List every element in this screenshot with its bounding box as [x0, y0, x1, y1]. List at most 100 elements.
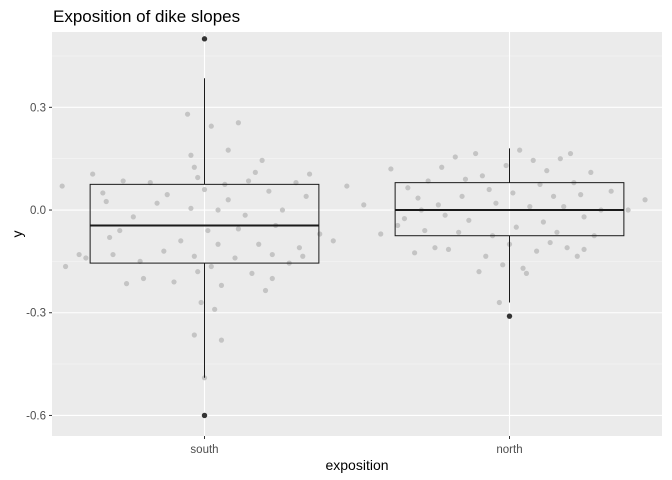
jitter-point	[462, 176, 469, 182]
jitter-point	[62, 263, 69, 270]
jitter-point	[242, 212, 248, 218]
y-axis-title: y	[9, 231, 25, 238]
jitter-point	[405, 185, 411, 191]
jitter-point	[561, 204, 567, 210]
jitter-point	[208, 123, 214, 129]
jitter-point	[103, 198, 109, 205]
jitter-point	[473, 150, 479, 157]
jitter-point	[625, 207, 631, 213]
jitter-point	[442, 212, 448, 218]
jitter-point	[445, 246, 452, 253]
jitter-point	[361, 202, 367, 208]
jitter-points	[59, 111, 648, 381]
jitter-point	[476, 269, 482, 275]
jitter-point	[581, 246, 587, 253]
jitter-point	[401, 215, 408, 222]
jitter-point	[107, 234, 113, 241]
jitter-point	[201, 186, 208, 193]
jitter-point	[608, 188, 614, 194]
y-tick-label: -0.3	[26, 308, 46, 320]
jitter-point	[574, 253, 580, 259]
jitter-point	[195, 174, 201, 181]
jitter-point	[344, 183, 350, 189]
jitter-point	[117, 227, 123, 234]
jitter-point	[225, 197, 231, 203]
jitter-point	[232, 255, 238, 261]
jitter-point	[388, 166, 394, 172]
jitter-point	[218, 282, 225, 288]
jitter-point	[513, 224, 519, 230]
jitter-point	[317, 231, 323, 237]
jitter-point	[235, 120, 241, 126]
jitter-point	[496, 299, 502, 306]
jitter-point	[550, 193, 557, 199]
jitter-point	[300, 253, 306, 259]
jitter-point	[296, 245, 302, 251]
jitter-point	[378, 231, 384, 237]
outlier-point	[506, 313, 513, 319]
jitter-point	[554, 229, 560, 235]
jitter-point	[205, 227, 211, 234]
jitter-point	[303, 193, 309, 199]
jitter-point	[188, 205, 194, 211]
jitter-point	[195, 269, 201, 275]
jitter-point	[191, 332, 197, 338]
jitter-point	[581, 214, 587, 220]
jitter-point	[456, 229, 462, 235]
plot-panel	[52, 32, 662, 436]
jitter-point	[544, 168, 550, 174]
jitter-point	[83, 255, 89, 261]
jitter-point	[225, 147, 231, 153]
jitter-point	[435, 202, 441, 208]
jitter-point	[164, 192, 170, 198]
jitter-point	[100, 190, 106, 196]
jitter-point	[493, 200, 499, 206]
jitter-point	[557, 156, 563, 162]
jitter-point	[412, 250, 418, 256]
jitter-point	[259, 157, 265, 163]
y-tick-label: 0.3	[30, 102, 46, 114]
jitter-point	[500, 262, 506, 268]
jitter-point	[130, 214, 136, 220]
jitter-point	[483, 253, 489, 259]
jitter-point	[479, 173, 485, 179]
y-axis-ticks: -0.6 -0.3 0.0 0.3	[26, 102, 52, 422]
jitter-point	[120, 178, 126, 184]
jitter-point	[191, 253, 197, 259]
outlier-point	[201, 412, 208, 419]
jitter-point	[262, 287, 269, 294]
chart-title: Exposition of dike slopes	[53, 7, 240, 26]
jitter-point	[527, 204, 533, 210]
jitter-point	[534, 248, 540, 254]
jitter-point	[266, 188, 272, 194]
x-axis-title: exposition	[325, 457, 388, 473]
jitter-point	[161, 248, 167, 254]
jitter-point	[235, 226, 241, 232]
jitter-point	[212, 306, 218, 312]
jitter-point	[523, 270, 530, 276]
boxes	[89, 36, 625, 419]
jitter-point	[439, 164, 445, 170]
jitter-point	[249, 270, 255, 276]
jitter-point	[306, 171, 313, 177]
jitter-point	[188, 152, 194, 158]
jitter-point	[642, 197, 648, 203]
jitter-point	[567, 150, 574, 157]
jitter-point	[178, 238, 184, 244]
jitter-point	[154, 200, 160, 206]
y-tick-label: -0.6	[26, 410, 46, 422]
jitter-point	[432, 245, 438, 251]
jitter-point	[564, 245, 570, 251]
jitter-point	[510, 190, 516, 196]
jitter-point	[466, 217, 472, 223]
jitter-point	[256, 241, 262, 247]
jitter-point	[588, 169, 594, 175]
jitter-point	[218, 337, 225, 343]
jitter-point	[520, 265, 526, 271]
jitter-point	[269, 251, 275, 258]
jitter-point	[530, 157, 536, 163]
grid-lines	[52, 32, 662, 436]
jitter-point	[395, 222, 401, 229]
jitter-point	[540, 219, 546, 225]
